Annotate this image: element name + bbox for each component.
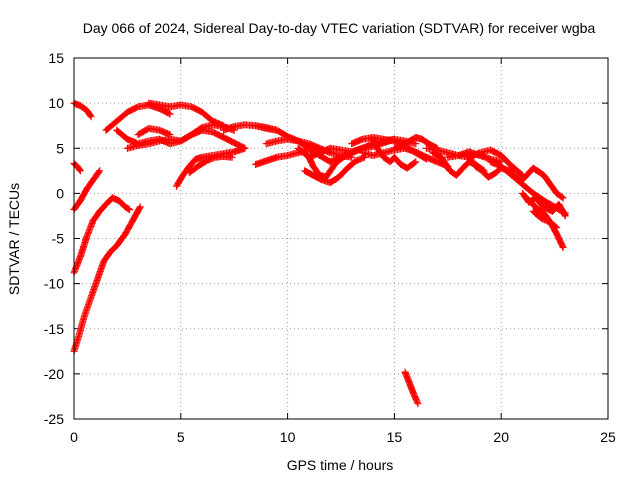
series-markers (301, 153, 368, 186)
series-markers (401, 368, 422, 408)
series-arc-23 (369, 135, 420, 172)
chart-title: Day 066 of 2024, Sidereal Day-to-day VTE… (83, 20, 596, 36)
x-tick-label: 10 (280, 429, 296, 445)
series-arc-34 (529, 207, 561, 232)
series-arc-31 (508, 164, 567, 202)
y-tick-label: 0 (56, 185, 64, 201)
y-tick-label: 10 (48, 95, 64, 111)
y-ticks: -25 -20 -15 -10 -5 0 5 10 15 (44, 50, 608, 427)
series-arc-12 (185, 152, 236, 177)
series-arc-25 (401, 368, 422, 408)
series-markers (134, 124, 174, 139)
y-tick-label: -20 (44, 366, 64, 382)
plot-frame (73, 57, 609, 420)
grid-lines (74, 58, 608, 419)
series-arc-10 (134, 124, 174, 139)
series-arc-9 (145, 99, 227, 130)
y-tick-label: -15 (44, 321, 64, 337)
y-tick-label: -5 (52, 231, 65, 247)
x-tick-label: 15 (387, 429, 403, 445)
y-tick-label: -25 (44, 411, 64, 427)
x-ticks: 0 5 10 15 20 25 (70, 58, 616, 445)
x-tick-label: 25 (600, 429, 616, 445)
y-axis-label: SDTVAR / TECUs (6, 183, 22, 295)
data-series (70, 99, 569, 408)
y-tick-label: 5 (56, 140, 64, 156)
series-markers (185, 152, 236, 177)
series-markers (508, 164, 567, 202)
y-tick-label: 15 (48, 50, 64, 66)
x-axis-label: GPS time / hours (287, 457, 394, 473)
y-tick-label: -10 (44, 276, 64, 292)
x-tick-label: 20 (493, 429, 509, 445)
x-tick-label: 5 (177, 429, 185, 445)
series-markers (369, 135, 420, 172)
series-markers (145, 99, 227, 130)
x-tick-label: 0 (70, 429, 78, 445)
series-arc-18 (301, 153, 368, 186)
series-markers (529, 207, 561, 232)
